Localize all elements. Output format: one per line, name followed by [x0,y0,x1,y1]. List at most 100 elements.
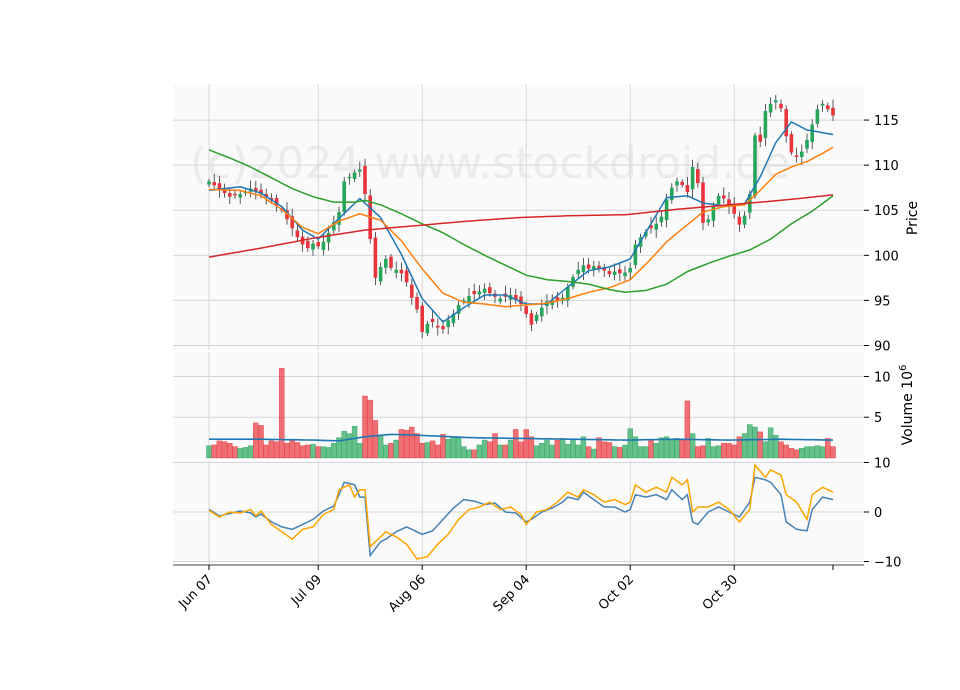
candle-body [607,271,612,275]
volume-bars [206,368,836,459]
volume-bar [242,447,249,459]
candle-body [815,109,820,124]
volume-bar [559,438,566,459]
volume-bar [310,443,316,459]
candle-body [233,193,237,196]
candle-body [404,270,409,283]
candle-body [207,181,211,185]
price-tick-label: 95 [874,294,891,309]
candle-body [410,284,414,298]
candle-body [228,193,232,197]
volume-bar [611,446,618,459]
volume-bar [731,444,737,459]
volume-bar [773,434,779,459]
volume-bar [429,440,436,459]
volume-tick-label: 10 [874,370,891,385]
volume-bar [715,445,722,459]
volume-bar [669,439,675,459]
candle-body [831,107,835,116]
volume-bar [606,442,613,459]
candle-body [456,304,461,314]
candle-body [524,306,528,314]
candle-body [690,166,695,190]
volume-bar [419,443,425,459]
volume-bar [570,439,576,459]
volume-bar [674,438,680,459]
candle-body [446,320,450,328]
volume-bar [544,439,550,459]
volume-bar [263,444,269,459]
volume-bar [637,446,644,459]
volume-bar [455,437,462,459]
volume-bar [617,447,623,459]
volume-bar [216,440,223,459]
volume-bar [502,444,509,459]
x-tick-label: Jul 09 [288,572,325,609]
candle-body [566,286,570,301]
candle-body [581,265,586,272]
volume-bar [388,443,394,459]
candle-body [295,230,300,238]
volume-bar [726,443,732,459]
candle-body [820,103,825,106]
volume-bar [289,439,295,459]
x-tick-label: Jun 07 [176,572,216,612]
candle-body [675,181,679,186]
candle-body [222,189,227,194]
candle-body [394,269,398,273]
candle-body [441,326,445,330]
x-tick-label: Oct 30 [700,572,741,613]
volume-bar [819,446,826,459]
candle-body [555,297,560,301]
volume-bar [476,444,483,459]
volume-bar [585,446,592,459]
volume-bar [336,437,342,459]
price-ma-line-1 [208,146,834,308]
candle-body [274,198,279,206]
volume-bar [258,425,264,459]
volume-bar [273,441,280,459]
candle-body [680,181,684,185]
volume-bar [247,445,254,459]
volume-bar [268,440,275,459]
oscillator-tick-label: 0 [874,506,882,521]
volume-bar [305,444,311,459]
candle-body [482,288,487,293]
candle-body [727,199,731,206]
oscillator-tick-label: 10 [874,456,891,471]
candle-body [623,272,627,277]
volume-bar [757,431,763,459]
volume-bar [762,441,769,459]
volume-bar [320,446,327,459]
candle-body [586,264,591,269]
candle-body [716,195,721,205]
oscillator-tick-label: −10 [874,556,901,571]
candle-body [597,265,601,269]
volume-bar [377,434,384,459]
volume-bar [663,436,670,459]
candle-body [430,318,435,323]
volume-bar [658,437,665,459]
candle-body [628,267,632,273]
volume-bar [372,420,379,459]
candle-body [742,215,747,225]
candle-body [451,313,456,324]
candle-body [529,313,534,325]
volume-bar [752,426,758,459]
volume-bar [710,446,717,459]
candle-body [363,165,367,195]
volume-bar [367,399,373,459]
volume-bar [346,433,353,459]
candle-body [534,314,539,322]
volume-ma-line [209,433,834,442]
volume-bar [507,439,514,459]
volume-bar [341,430,347,459]
volume-bar [518,441,524,459]
oscillator-line-1 [208,463,834,560]
candle-body [347,176,352,179]
volume-bar [627,428,633,459]
candle-body [784,109,788,137]
candle-body [498,298,502,302]
candle-body [763,111,768,138]
